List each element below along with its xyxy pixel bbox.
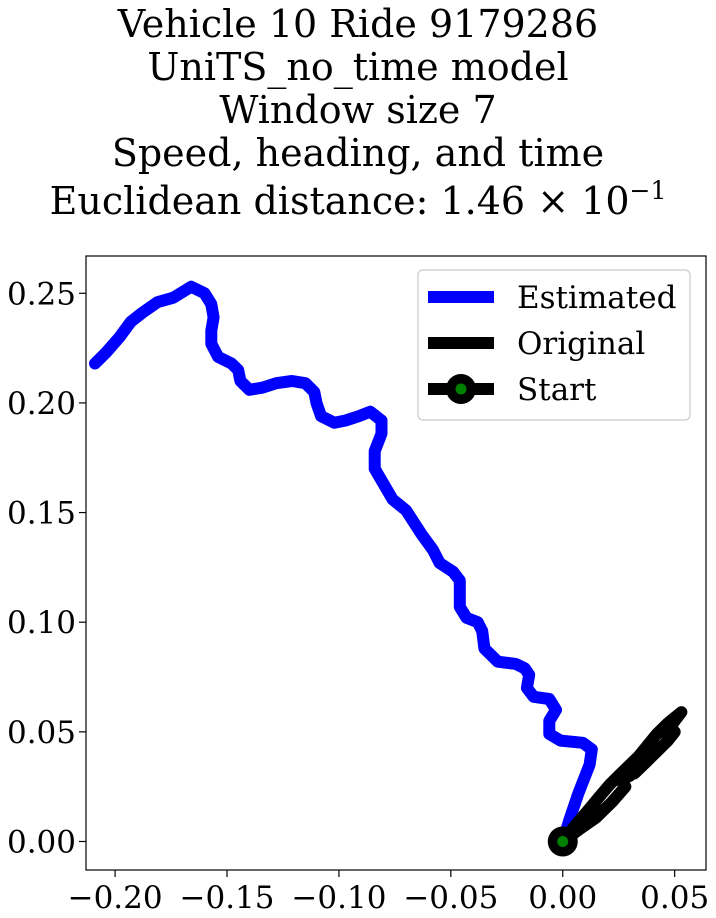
plot-frame bbox=[85, 255, 707, 871]
series-layer bbox=[89, 280, 688, 848]
legend: Estimated Original Start bbox=[417, 269, 691, 421]
title-line-2: UniTS_no_time model bbox=[147, 45, 569, 89]
y-tick-label: 0.25 bbox=[7, 276, 76, 312]
x-tick-label: −0.20 bbox=[68, 880, 163, 916]
title-line-3: Window size 7 bbox=[219, 88, 497, 132]
x-tick-label: −0.15 bbox=[180, 880, 275, 916]
distance-prefix: Euclidean distance: 1.46 bbox=[49, 179, 526, 223]
y-tick-label: 0.10 bbox=[7, 605, 76, 641]
start-layer bbox=[547, 826, 578, 857]
x-axis: −0.20 −0.15 −0.10 −0.05 0.00 0.05 bbox=[68, 870, 709, 916]
x-tick-label: 0.05 bbox=[640, 880, 709, 916]
title-line-4: Speed, heading, and time bbox=[111, 131, 605, 175]
title-line-1: Vehicle 10 Ride 9179286 bbox=[117, 2, 599, 46]
chart-title: Vehicle 10 Ride 9179286 UniTS_no_time mo… bbox=[0, 0, 716, 223]
y-tick-label: 0.20 bbox=[7, 386, 76, 422]
legend-label-original: Original bbox=[517, 326, 645, 362]
y-axis: 0.00 0.05 0.10 0.15 0.20 0.25 bbox=[7, 276, 86, 860]
distance-base: 10 bbox=[581, 179, 630, 223]
start-marker-inner bbox=[557, 835, 569, 847]
x-tick-label: −0.10 bbox=[291, 880, 386, 916]
series-line-estimated bbox=[89, 280, 598, 848]
distance-times: × bbox=[537, 179, 570, 223]
distance-exponent: −1 bbox=[629, 176, 667, 205]
x-tick-label: −0.05 bbox=[403, 880, 498, 916]
title-line-distance: Euclidean distance: 1.46 × 10−1 bbox=[0, 178, 716, 223]
y-tick-label: 0.15 bbox=[7, 496, 76, 532]
x-tick-label: 0.00 bbox=[528, 880, 597, 916]
legend-box bbox=[417, 269, 691, 421]
series-line-original bbox=[556, 706, 688, 848]
legend-label-start: Start bbox=[517, 372, 597, 408]
legend-start-marker-inner bbox=[455, 383, 467, 395]
y-tick-label: 0.05 bbox=[7, 715, 76, 751]
y-tick-label: 0.00 bbox=[7, 824, 76, 860]
legend-label-estimated: Estimated bbox=[517, 280, 676, 316]
